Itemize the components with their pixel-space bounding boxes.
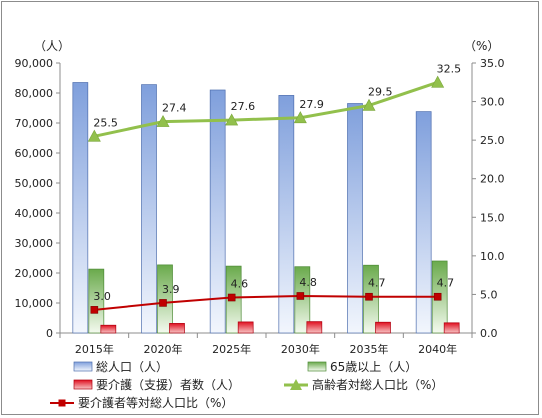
legend-label: 高齢者対総人口比（%） [312, 377, 443, 392]
square-marker [296, 292, 305, 300]
data-label: 3.0 [93, 290, 111, 303]
left-tick-label: 80,000 [15, 87, 54, 100]
data-label: 27.4 [162, 102, 187, 115]
x-tick-label: 2015年 [75, 342, 114, 356]
right-tick-label: 5.0 [480, 288, 498, 301]
legend-label: 総人口（人） [96, 360, 168, 374]
triangle-marker [87, 129, 101, 142]
bar-1 [88, 268, 105, 334]
data-label: 4.7 [368, 277, 386, 290]
triangle-marker [431, 75, 445, 88]
data-label: 27.6 [231, 100, 256, 113]
x-tick-label: 2020年 [144, 342, 183, 356]
right-tick-label: 10.0 [480, 250, 505, 263]
bar-2 [237, 321, 254, 334]
left-tick-label: 20,000 [15, 267, 54, 280]
left-tick-label: 90,000 [15, 57, 54, 70]
line-marks [87, 75, 445, 314]
square-marker [433, 292, 442, 301]
x-axis-ticks: 2015年 2020年 2025年 2030年 2035年 2040年 [59, 333, 473, 356]
legend-label: 要介護者等対総人口比（%） [78, 395, 233, 410]
bar-0 [278, 95, 295, 334]
legend-swatch [73, 361, 93, 372]
right-tick-label: 0.0 [480, 327, 498, 340]
legend-label: 要介護（支援）者数（人） [96, 377, 240, 392]
left-tick-label: 0 [46, 327, 53, 340]
left-tick-label: 40,000 [15, 207, 54, 220]
triangle-marker [293, 111, 307, 124]
data-label: 29.5 [368, 85, 393, 98]
bar-1 [157, 264, 173, 334]
data-label: 32.5 [437, 62, 462, 75]
data-label: 4.8 [299, 276, 317, 289]
legend-label: 65歳以上（人） [330, 360, 417, 374]
legend-swatch [307, 361, 327, 372]
line-series-1 [94, 294, 438, 311]
left-tick-label: 10,000 [15, 297, 54, 310]
right-tick-label: 15.0 [480, 211, 505, 224]
bar-2 [375, 321, 391, 334]
data-label: 4.7 [437, 277, 455, 290]
data-labels: 25.5 27.4 27.6 27.9 29.5 32.5 3.0 3.9 4.6 4.8 4.7 4… [93, 62, 461, 303]
square-marker [227, 293, 236, 302]
data-label: 4.6 [231, 278, 249, 291]
x-tick-label: 2030年 [281, 342, 320, 356]
data-label: 3.9 [162, 283, 180, 296]
right-axis-ticks: 0.0 5.0 10.0 15.0 20.0 25.0 30.0 35.0 [472, 57, 505, 340]
bar-1 [294, 266, 311, 334]
triangle-marker [362, 98, 376, 111]
legend-marker [58, 399, 66, 407]
legend-marker [290, 379, 302, 390]
left-tick-label: 70,000 [15, 117, 54, 130]
legend: 総人口（人） 65歳以上（人） 要介護（支援）者数（人） 高齢者対総人口比（%） 要介護… [50, 360, 443, 410]
triangle-marker [156, 115, 170, 127]
right-tick-label: 20.0 [480, 173, 505, 186]
square-marker [159, 299, 167, 307]
bar-0 [141, 84, 157, 334]
bar-0 [209, 89, 226, 334]
bar-0 [415, 111, 432, 334]
bar-2 [169, 323, 185, 334]
square-marker [365, 292, 373, 301]
line-series-0 [94, 80, 439, 138]
left-tick-label: 50,000 [15, 177, 54, 190]
bar-marks [72, 82, 460, 334]
bar-2 [100, 324, 117, 334]
left-tick-label: 60,000 [15, 147, 54, 160]
right-tick-label: 25.0 [480, 134, 505, 147]
bar-0 [72, 82, 89, 334]
left-axis-ticks: 0 10,000 20,000 30,000 40,000 50,000 60,000 70,… [15, 57, 60, 340]
data-label: 27.9 [299, 98, 324, 111]
legend-swatch [73, 379, 93, 390]
x-tick-label: 2025年 [212, 342, 251, 356]
right-axis-unit: （%） [464, 39, 499, 53]
x-tick-label: 2040年 [418, 342, 457, 356]
right-tick-label: 30.0 [480, 96, 505, 109]
bar-2 [443, 322, 460, 334]
triangle-marker [225, 113, 239, 126]
data-label: 25.5 [93, 116, 118, 129]
left-axis-unit: （人） [34, 39, 70, 53]
bar-2 [306, 321, 323, 334]
x-tick-label: 2035年 [350, 342, 389, 356]
bar-0 [347, 103, 363, 334]
left-tick-label: 30,000 [15, 237, 54, 250]
right-tick-label: 35.0 [480, 57, 505, 70]
square-marker [90, 306, 99, 314]
